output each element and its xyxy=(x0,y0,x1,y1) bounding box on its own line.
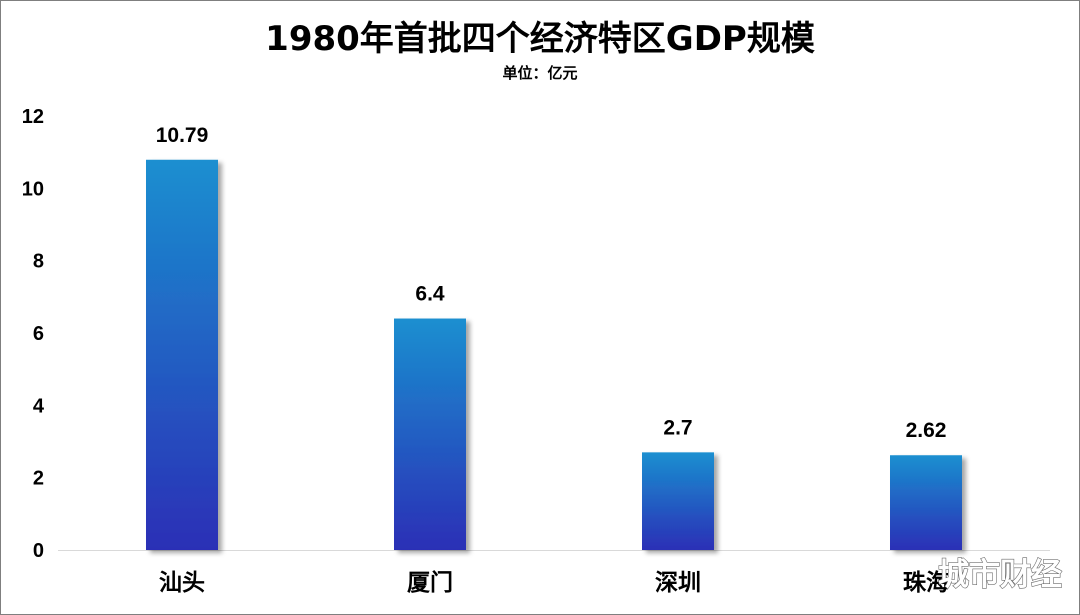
y-tick-label: 6 xyxy=(33,323,44,345)
data-label: 6.4 xyxy=(415,283,445,306)
chart-subtitle: 单位：亿元 xyxy=(502,64,577,82)
data-labels: 10.79 6.4 2.7 2.62 xyxy=(156,124,947,442)
y-axis: 0 2 4 6 8 10 12 xyxy=(22,106,45,562)
y-tick-label: 2 xyxy=(33,468,44,490)
bar xyxy=(642,452,714,550)
x-tick-label: 珠海 xyxy=(903,569,949,596)
x-tick-label: 深圳 xyxy=(655,570,701,596)
bar xyxy=(890,455,962,550)
data-label: 2.62 xyxy=(906,419,947,442)
bars xyxy=(146,159,962,551)
y-tick-label: 4 xyxy=(33,395,45,417)
data-label: 10.79 xyxy=(156,124,209,147)
bar xyxy=(394,318,466,550)
chart-title: 1980年首批四个经济特区GDP规模 xyxy=(265,19,815,59)
y-tick-label: 0 xyxy=(33,540,44,562)
x-tick-label: 厦门 xyxy=(407,569,453,596)
bar xyxy=(146,159,218,551)
x-tick-label: 汕头 xyxy=(159,570,205,596)
data-label: 2.7 xyxy=(663,416,692,439)
y-tick-label: 10 xyxy=(22,178,44,200)
watermark-text: 城市财经 xyxy=(938,557,1062,593)
x-axis: 汕头 厦门 深圳 珠海 xyxy=(159,569,949,596)
y-tick-label: 12 xyxy=(22,106,44,128)
y-tick-label: 8 xyxy=(33,251,44,273)
